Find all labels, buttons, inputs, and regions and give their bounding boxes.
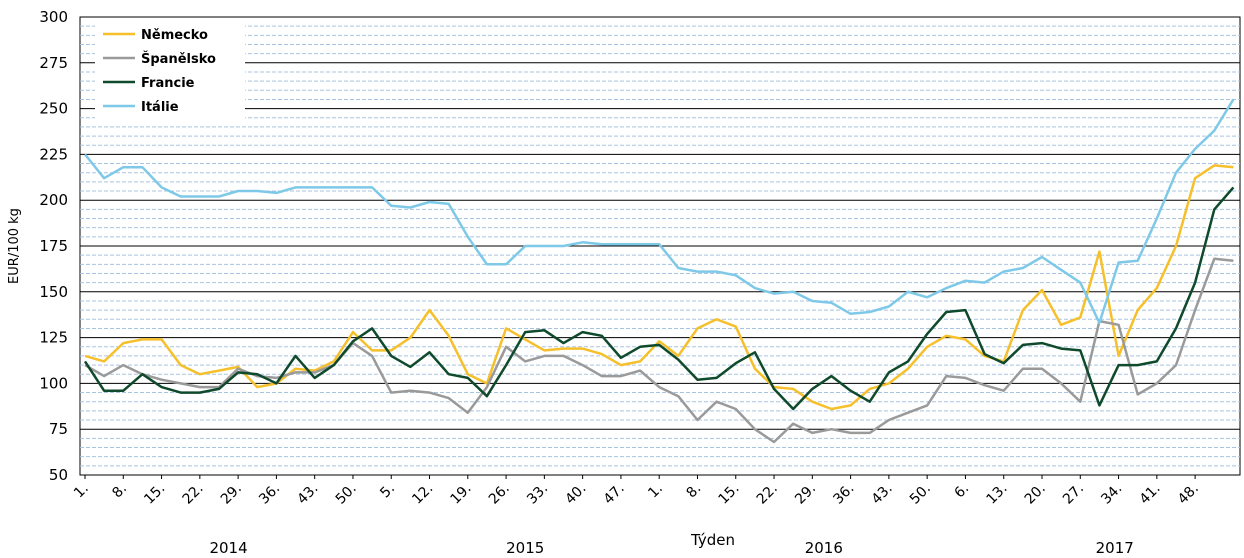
y-tick-label: 250 [39,100,68,118]
x-tick-label: 47. [601,481,628,508]
y-tick-label: 75 [49,420,68,438]
x-tick-label: 8. [684,481,705,502]
x-tick-label: 6. [952,481,973,502]
legend-label: Francie [141,76,195,91]
x-tick-label: 8. [109,481,130,502]
x-tick-label: 5. [377,481,398,502]
x-tick-label: 50. [907,481,934,508]
y-tick-label: 225 [39,145,68,163]
x-tick-label: 15. [716,481,743,508]
legend: Německo Španělsko Francie Itálie [95,20,245,120]
x-tick-label: 12. [409,481,436,508]
x-tick-label: 1. [645,481,666,502]
legend-box [95,20,245,120]
x-tick-label: 50. [333,481,360,508]
x-tick-label: 29. [218,481,245,508]
x-tick-label: 34. [1098,481,1125,508]
x-tick-label: 36. [830,481,857,508]
y-axis-label: EUR/100 kg [7,208,22,284]
x-tick-label: 48. [1175,481,1202,508]
x-tick-label: 22. [754,481,781,508]
x-tick-label: 29. [792,481,819,508]
year-label: 2016 [805,539,843,557]
y-tick-label: 125 [39,329,68,347]
x-tick-label: 13. [983,481,1010,508]
x-tick-label: 15. [141,481,168,508]
legend-label: Itálie [141,100,179,115]
x-tick-label: 33. [524,481,551,508]
x-tick-label: 27. [1060,481,1087,508]
x-tick-label: 43. [294,481,321,508]
y-tick-label: 50 [49,466,68,484]
y-tick-label: 300 [39,8,68,26]
legend-label: Španělsko [141,51,216,67]
x-tick-label: 1. [71,481,92,502]
x-tick-label: 41. [1137,481,1164,508]
y-tick-label: 100 [39,374,68,392]
y-tick-label: 200 [39,191,68,209]
series-line [83,186,1235,411]
legend-label: Německo [141,28,208,43]
y-tick-label: 175 [39,237,68,255]
x-tick-label: 20. [1022,481,1049,508]
x-tick-label: 26. [486,481,513,508]
x-tick-label: 36. [256,481,283,508]
y-tick-label: 275 [39,54,68,72]
x-tick-label: 19. [448,481,475,508]
year-label: 2017 [1096,539,1134,557]
x-tick-label: 40. [562,481,589,508]
x-tick-label: 22. [180,481,207,508]
x-axis-label: Týden [690,531,735,549]
x-tick-label: 43. [869,481,896,508]
y-tick-label: 150 [39,283,68,301]
year-label: 2015 [506,539,544,557]
series-line [84,98,1235,325]
series-line [84,257,1234,444]
year-label: 2014 [209,539,247,557]
